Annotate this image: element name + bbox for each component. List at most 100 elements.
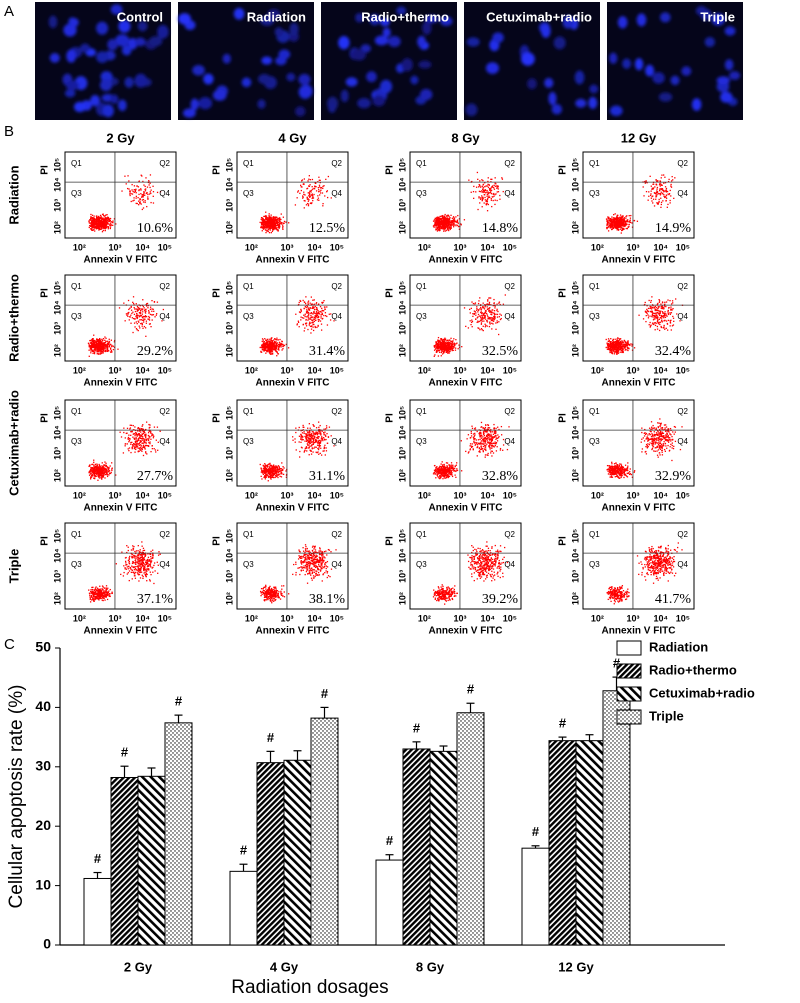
x-tick-label: 10² xyxy=(591,490,604,500)
quadrant-label: Q1 xyxy=(71,407,82,416)
y-tick-label: 10² xyxy=(570,592,580,605)
y-tick-label: 10⁴ xyxy=(397,177,407,191)
legend-label: Triple xyxy=(649,708,684,723)
row-label: Cetuximab+radio xyxy=(6,390,21,496)
row-label: Radio+thermo xyxy=(6,274,21,362)
y-tick-label: 10⁴ xyxy=(224,177,234,191)
x-axis-label: Annexin V FITC xyxy=(256,378,330,389)
y-axis-label: PI xyxy=(40,536,51,546)
quadrant-label: Q1 xyxy=(589,282,600,291)
x-axis-label: Annexin V FITC xyxy=(602,626,676,637)
y-tick-label: 10⁴ xyxy=(570,548,580,562)
significance-mark: # xyxy=(467,682,475,697)
x-tick-label: 10⁵ xyxy=(158,613,172,623)
column-header: 8 Gy xyxy=(451,130,480,145)
y-tick-label: 10² xyxy=(224,592,234,605)
x-tick-label: 10³ xyxy=(626,613,639,623)
error-bar xyxy=(121,766,129,777)
bar xyxy=(430,751,457,945)
x-tick-label: 10² xyxy=(418,613,431,623)
percent-label: 32.4% xyxy=(655,344,692,359)
quadrant-label: Q4 xyxy=(331,312,342,321)
x-tick-label: 10² xyxy=(591,365,604,375)
quadrant-label: Q2 xyxy=(159,530,170,539)
percent-label: 31.1% xyxy=(309,469,346,484)
legend-swatch xyxy=(617,641,641,655)
x-tick-label: 10³ xyxy=(108,613,121,623)
percent-label: 39.2% xyxy=(482,592,519,607)
quadrant-label: Q3 xyxy=(589,189,600,198)
x-tick-label: 10⁴ xyxy=(653,365,667,375)
x-tick-label: 10² xyxy=(73,490,86,500)
quadrant-label: Q4 xyxy=(159,437,170,446)
x-tick-label: 10⁴ xyxy=(307,242,321,252)
x-tick-label: 10² xyxy=(245,365,258,375)
bar xyxy=(311,718,338,945)
x-tick-label: 10⁵ xyxy=(158,365,172,375)
y-tick-label: 10⁵ xyxy=(52,158,62,172)
percent-label: 32.8% xyxy=(482,469,519,484)
percent-label: 27.7% xyxy=(137,469,174,484)
panel-label: C xyxy=(4,636,15,653)
y-tick-label: 10⁵ xyxy=(397,158,407,172)
quadrant-label: Q1 xyxy=(243,530,254,539)
y-tick-label: 20 xyxy=(35,817,51,833)
significance-mark: # xyxy=(413,720,421,735)
quadrant-label: Q4 xyxy=(159,560,170,569)
quadrant-label: Q2 xyxy=(159,282,170,291)
quadrant-label: Q2 xyxy=(331,407,342,416)
bar xyxy=(403,749,430,945)
quadrant-label: Q2 xyxy=(504,282,515,291)
quadrant-label: Q1 xyxy=(416,407,427,416)
x-tick-label: 10³ xyxy=(108,242,121,252)
bar xyxy=(376,860,403,945)
x-tick-label: 10³ xyxy=(280,613,293,623)
error-bar xyxy=(267,751,275,762)
x-tick-label: 10² xyxy=(73,365,86,375)
percent-label: 10.6% xyxy=(137,221,174,236)
quadrant-label: Q3 xyxy=(589,312,600,321)
image-label: Control xyxy=(117,9,163,24)
quadrant-label: Q3 xyxy=(416,312,427,321)
quadrant-label: Q2 xyxy=(504,530,515,539)
y-axis-label: PI xyxy=(212,536,223,546)
bar xyxy=(576,741,603,945)
error-bar xyxy=(467,703,475,713)
x-axis-label: Annexin V FITC xyxy=(429,503,503,514)
quadrant-label: Q1 xyxy=(416,530,427,539)
legend-swatch xyxy=(617,664,641,678)
y-tick-label: 10⁵ xyxy=(52,281,62,295)
y-tick-label: 10 xyxy=(35,876,51,892)
y-tick-label: 10⁴ xyxy=(397,300,407,314)
image-label: Radio+thermo xyxy=(361,9,449,24)
x-tick-label: 10⁵ xyxy=(503,242,517,252)
bar xyxy=(230,871,257,945)
y-tick-label: 10⁵ xyxy=(570,281,580,295)
percent-label: 12.5% xyxy=(309,221,346,236)
quadrant-label: Q1 xyxy=(243,282,254,291)
y-axis-label: PI xyxy=(385,165,396,175)
error-bar xyxy=(175,715,183,723)
significance-mark: # xyxy=(321,686,329,701)
quadrant-label: Q2 xyxy=(504,407,515,416)
x-tick-label: 10⁵ xyxy=(676,490,690,500)
quadrant-label: Q1 xyxy=(71,282,82,291)
y-tick-label: 10⁴ xyxy=(570,300,580,314)
y-axis-label: PI xyxy=(558,288,569,298)
quadrant-label: Q1 xyxy=(243,407,254,416)
y-axis-label: PI xyxy=(40,165,51,175)
x-tick-label: 10⁴ xyxy=(135,242,149,252)
y-tick-label: 10³ xyxy=(224,199,234,212)
x-tick-label: 10⁵ xyxy=(158,490,172,500)
y-tick-label: 10³ xyxy=(52,447,62,460)
significance-mark: # xyxy=(94,851,102,866)
quadrant-label: Q3 xyxy=(243,437,254,446)
x-axis-label: Annexin V FITC xyxy=(84,255,158,266)
x-axis-label: Annexin V FITC xyxy=(602,503,676,514)
quadrant-label: Q4 xyxy=(331,189,342,198)
y-tick-label: 10² xyxy=(224,469,234,482)
x-axis-label: Annexin V FITC xyxy=(429,378,503,389)
y-axis-label: PI xyxy=(212,413,223,423)
bar xyxy=(549,741,576,945)
x-tick-label: 10⁴ xyxy=(653,490,667,500)
